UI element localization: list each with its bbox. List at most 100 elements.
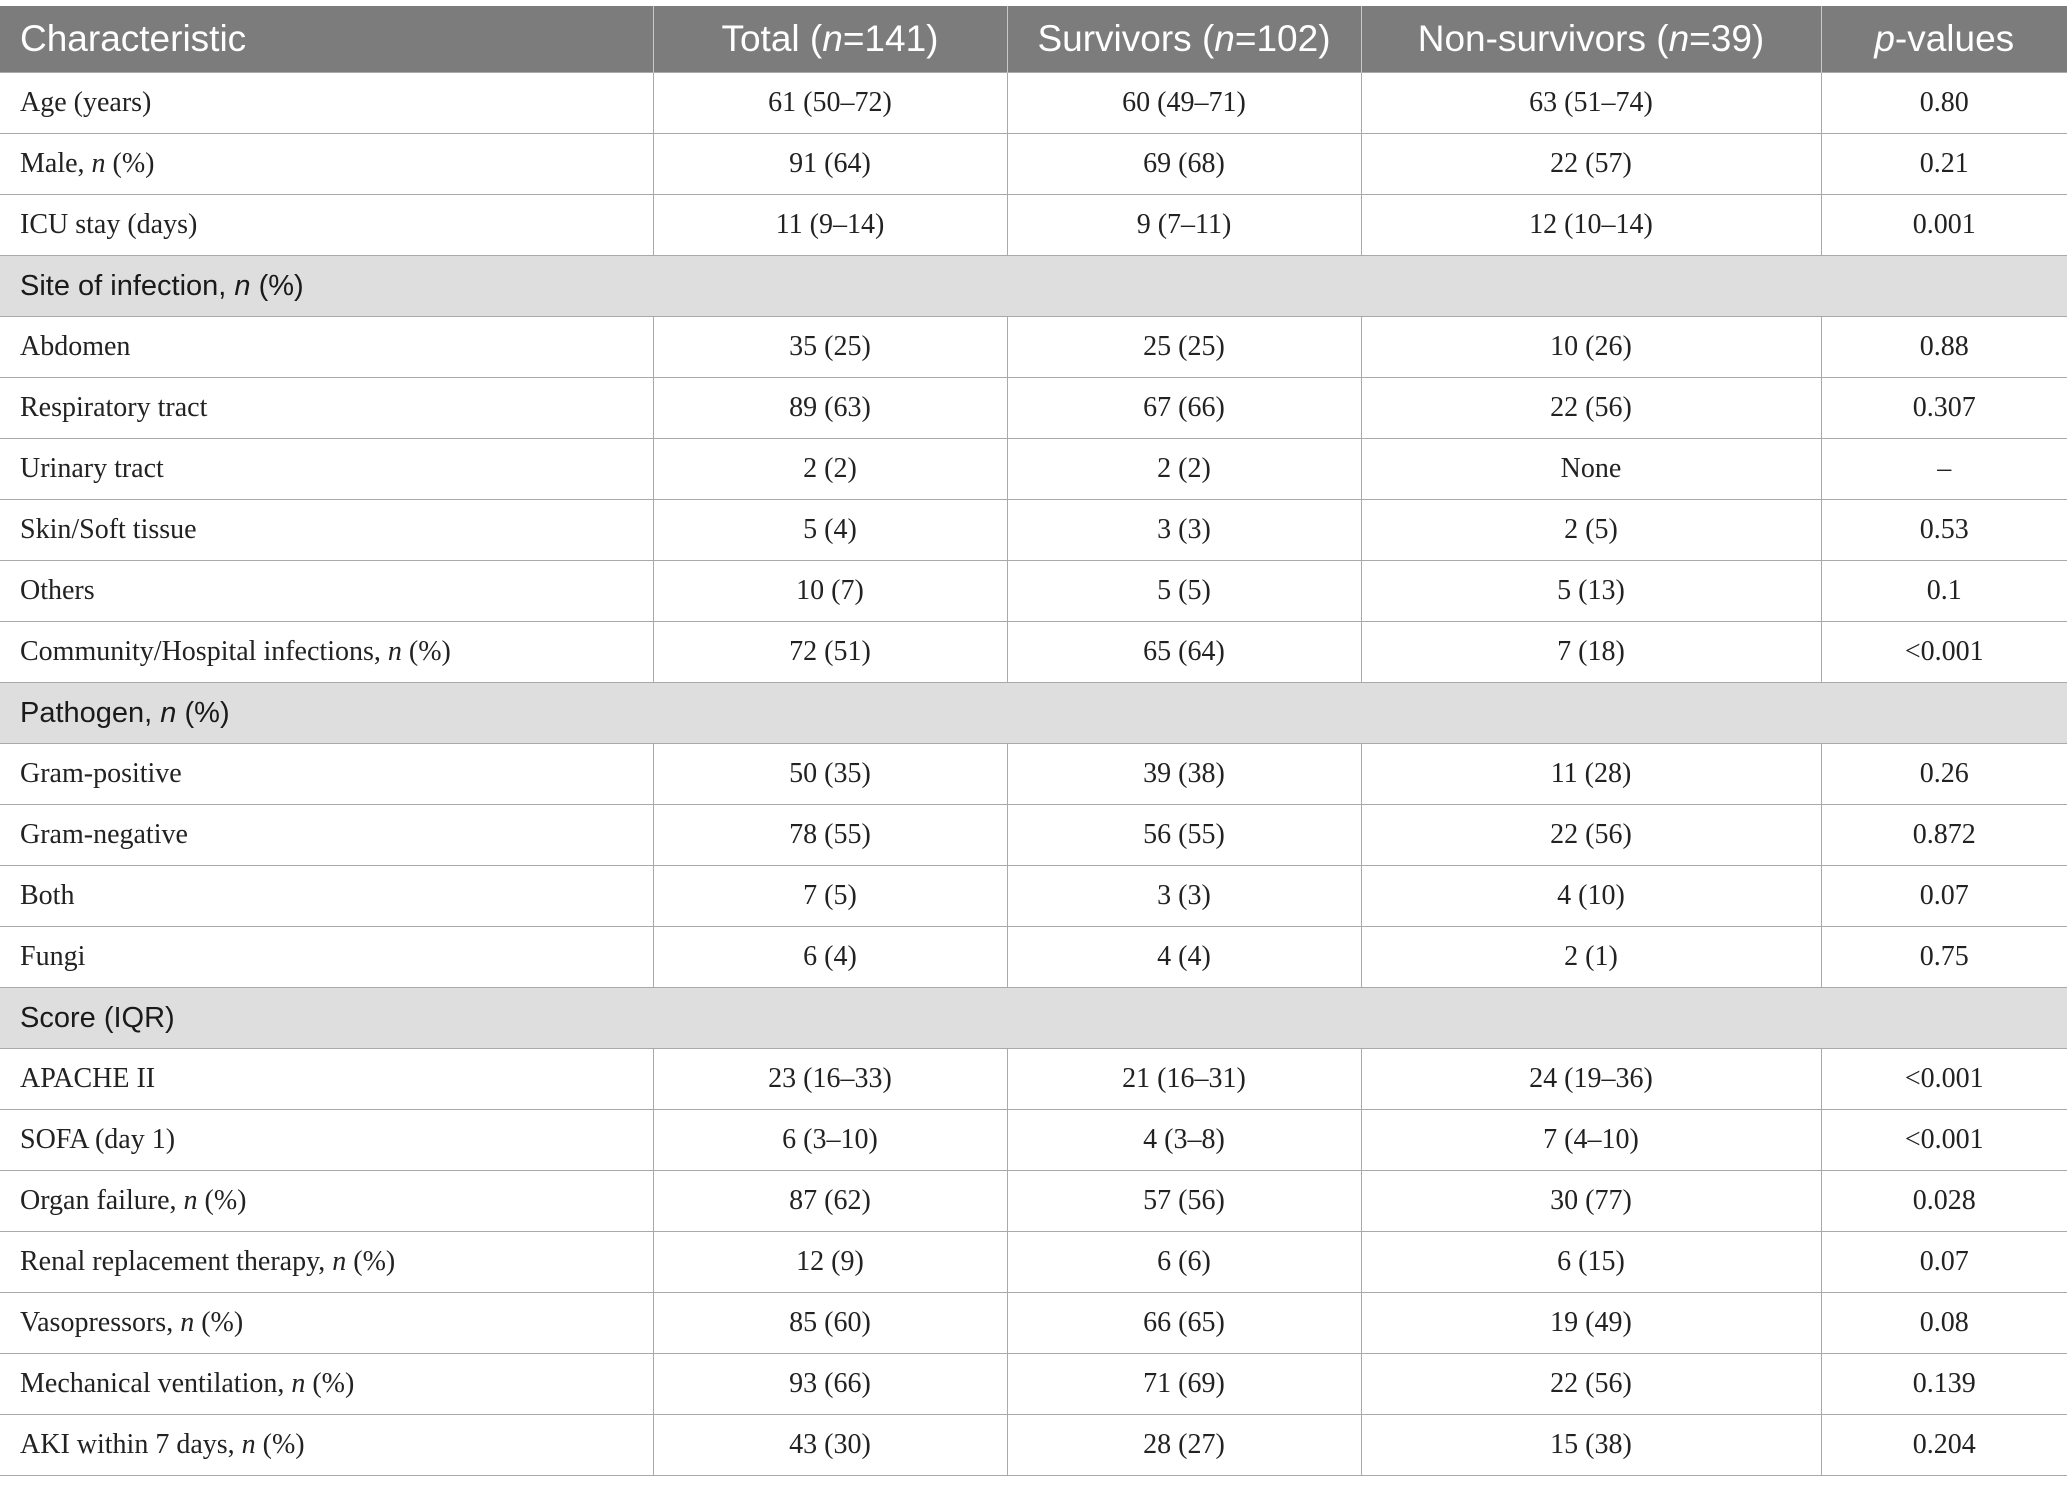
- non-survivors-cell: 24 (19–36): [1361, 1048, 1822, 1110]
- table-row: Urinary tract 2 (2) 2 (2) None –: [0, 438, 2067, 500]
- table-row: ICU stay (days) 11 (9–14) 9 (7–11) 12 (1…: [0, 194, 2067, 256]
- row-label: Respiratory tract: [0, 377, 654, 439]
- survivors-cell: 57 (56): [1007, 1170, 1362, 1232]
- row-label: SOFA (day 1): [0, 1109, 654, 1171]
- characteristics-table: Characteristic Total (n=141) Survivors (…: [0, 6, 2067, 1476]
- p-value-cell: 0.139: [1821, 1353, 2067, 1415]
- non-survivors-cell: 22 (56): [1361, 1353, 1822, 1415]
- p-value-cell: 0.1: [1821, 560, 2067, 622]
- non-survivors-cell: 6 (15): [1361, 1231, 1822, 1293]
- total-cell: 6 (3–10): [653, 1109, 1008, 1171]
- survivors-cell: 4 (4): [1007, 926, 1362, 988]
- table-body: Age (years) 61 (50–72) 60 (49–71) 63 (51…: [0, 72, 2067, 1476]
- non-survivors-cell: 19 (49): [1361, 1292, 1822, 1354]
- section-row-score: Score (IQR): [0, 987, 2067, 1049]
- table-row: Mechanical ventilation, n (%) 93 (66) 71…: [0, 1353, 2067, 1415]
- p-value-cell: 0.204: [1821, 1414, 2067, 1476]
- row-label: Others: [0, 560, 654, 622]
- row-label: Community/Hospital infections, n (%): [0, 621, 654, 683]
- non-survivors-cell: None: [1361, 438, 1822, 500]
- total-cell: 93 (66): [653, 1353, 1008, 1415]
- non-survivors-cell: 22 (56): [1361, 377, 1822, 439]
- row-label: Male, n (%): [0, 133, 654, 195]
- row-label: Mechanical ventilation, n (%): [0, 1353, 654, 1415]
- table-row: Respiratory tract 89 (63) 67 (66) 22 (56…: [0, 377, 2067, 439]
- table-row: Community/Hospital infections, n (%) 72 …: [0, 621, 2067, 683]
- table-row: Vasopressors, n (%) 85 (60) 66 (65) 19 (…: [0, 1292, 2067, 1354]
- total-cell: 87 (62): [653, 1170, 1008, 1232]
- survivors-cell: 67 (66): [1007, 377, 1362, 439]
- total-cell: 10 (7): [653, 560, 1008, 622]
- table-row: Others 10 (7) 5 (5) 5 (13) 0.1: [0, 560, 2067, 622]
- p-value-cell: 0.001: [1821, 194, 2067, 256]
- non-survivors-cell: 15 (38): [1361, 1414, 1822, 1476]
- table-row: Abdomen 35 (25) 25 (25) 10 (26) 0.88: [0, 316, 2067, 378]
- p-value-cell: <0.001: [1821, 621, 2067, 683]
- table-row: Skin/Soft tissue 5 (4) 3 (3) 2 (5) 0.53: [0, 499, 2067, 561]
- p-value-cell: 0.21: [1821, 133, 2067, 195]
- table-row: Gram-negative 78 (55) 56 (55) 22 (56) 0.…: [0, 804, 2067, 866]
- row-label: Organ failure, n (%): [0, 1170, 654, 1232]
- row-label: Fungi: [0, 926, 654, 988]
- table-row: Fungi 6 (4) 4 (4) 2 (1) 0.75: [0, 926, 2067, 988]
- total-cell: 43 (30): [653, 1414, 1008, 1476]
- total-cell: 72 (51): [653, 621, 1008, 683]
- row-label: APACHE II: [0, 1048, 654, 1110]
- non-survivors-cell: 2 (1): [1361, 926, 1822, 988]
- non-survivors-cell: 22 (56): [1361, 804, 1822, 866]
- p-value-cell: 0.872: [1821, 804, 2067, 866]
- row-label: Both: [0, 865, 654, 927]
- table-row: SOFA (day 1) 6 (3–10) 4 (3–8) 7 (4–10) <…: [0, 1109, 2067, 1171]
- p-value-cell: 0.80: [1821, 72, 2067, 134]
- row-label: AKI within 7 days, n (%): [0, 1414, 654, 1476]
- row-label: ICU stay (days): [0, 194, 654, 256]
- table-row: Male, n (%) 91 (64) 69 (68) 22 (57) 0.21: [0, 133, 2067, 195]
- survivors-cell: 60 (49–71): [1007, 72, 1362, 134]
- survivors-cell: 21 (16–31): [1007, 1048, 1362, 1110]
- non-survivors-cell: 10 (26): [1361, 316, 1822, 378]
- row-label: Abdomen: [0, 316, 654, 378]
- p-value-cell: 0.307: [1821, 377, 2067, 439]
- header-characteristic: Characteristic: [0, 6, 654, 73]
- total-cell: 2 (2): [653, 438, 1008, 500]
- header-row: Characteristic Total (n=141) Survivors (…: [0, 6, 2067, 73]
- non-survivors-cell: 63 (51–74): [1361, 72, 1822, 134]
- non-survivors-cell: 4 (10): [1361, 865, 1822, 927]
- total-cell: 5 (4): [653, 499, 1008, 561]
- table-header: Characteristic Total (n=141) Survivors (…: [0, 6, 2067, 73]
- survivors-cell: 56 (55): [1007, 804, 1362, 866]
- non-survivors-cell: 5 (13): [1361, 560, 1822, 622]
- p-value-cell: 0.75: [1821, 926, 2067, 988]
- table-row: APACHE II 23 (16–33) 21 (16–31) 24 (19–3…: [0, 1048, 2067, 1110]
- row-label: Skin/Soft tissue: [0, 499, 654, 561]
- non-survivors-cell: 7 (18): [1361, 621, 1822, 683]
- survivors-cell: 25 (25): [1007, 316, 1362, 378]
- header-p-values: p-values: [1821, 6, 2067, 73]
- non-survivors-cell: 11 (28): [1361, 743, 1822, 805]
- survivors-cell: 69 (68): [1007, 133, 1362, 195]
- table-row: Both 7 (5) 3 (3) 4 (10) 0.07: [0, 865, 2067, 927]
- non-survivors-cell: 12 (10–14): [1361, 194, 1822, 256]
- table-row: Gram-positive 50 (35) 39 (38) 11 (28) 0.…: [0, 743, 2067, 805]
- total-cell: 78 (55): [653, 804, 1008, 866]
- row-label: Gram-negative: [0, 804, 654, 866]
- survivors-cell: 28 (27): [1007, 1414, 1362, 1476]
- survivors-cell: 65 (64): [1007, 621, 1362, 683]
- table-row: AKI within 7 days, n (%) 43 (30) 28 (27)…: [0, 1414, 2067, 1476]
- section-row-pathogen: Pathogen, n (%): [0, 682, 2067, 744]
- row-label: Gram-positive: [0, 743, 654, 805]
- p-value-cell: <0.001: [1821, 1048, 2067, 1110]
- survivors-cell: 9 (7–11): [1007, 194, 1362, 256]
- total-cell: 6 (4): [653, 926, 1008, 988]
- total-cell: 11 (9–14): [653, 194, 1008, 256]
- non-survivors-cell: 2 (5): [1361, 499, 1822, 561]
- non-survivors-cell: 7 (4–10): [1361, 1109, 1822, 1171]
- row-label: Vasopressors, n (%): [0, 1292, 654, 1354]
- table-row: Renal replacement therapy, n (%) 12 (9) …: [0, 1231, 2067, 1293]
- total-cell: 91 (64): [653, 133, 1008, 195]
- total-cell: 89 (63): [653, 377, 1008, 439]
- survivors-cell: 3 (3): [1007, 499, 1362, 561]
- p-value-cell: <0.001: [1821, 1109, 2067, 1171]
- p-value-cell: 0.07: [1821, 1231, 2067, 1293]
- total-cell: 12 (9): [653, 1231, 1008, 1293]
